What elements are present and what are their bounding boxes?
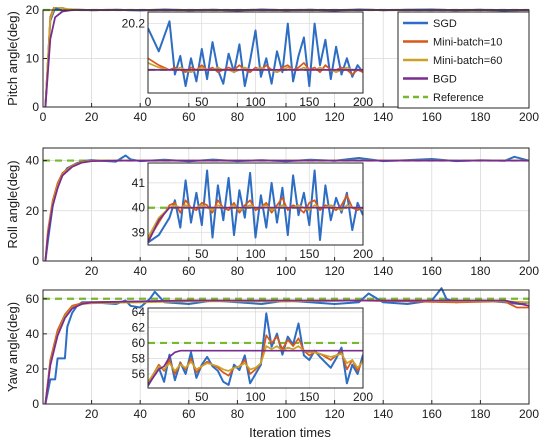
inset-series-mini-batch-60 [148,345,363,383]
inset-series-sgd [148,169,363,244]
y-axis-label: Roll angle(deg) [5,160,20,248]
x-tick-label: 140 [373,264,393,278]
y-tick-label: 10 [26,52,40,66]
x-tick-label: 20 [85,110,99,124]
inset-y-tick-label: 56 [132,367,146,381]
y-tick-label: 40 [26,154,40,168]
inset-x-tick-label: 50 [195,390,209,404]
x-tick-label: 80 [231,264,245,278]
x-tick-label: 40 [134,264,148,278]
inset-chart: 50 100 150 200 39 40 41 [132,162,373,261]
inset-x-tick-label: 0 [145,95,152,109]
legend-label: Mini-batch=10 [433,37,502,49]
inset-chart: 0 50 100 150 200 20.2 [122,11,373,109]
inset-x-tick-label: 100 [245,95,265,109]
inset-y-tick-label: 60 [132,336,146,350]
inset-y-tick-label: 39 [132,226,146,240]
x-tick-label: 60 [182,110,196,124]
inset-y-tick-label: 58 [132,351,146,365]
x-tick-label: 120 [325,264,345,278]
x-axis-label: Iteration times [249,425,331,440]
y-axis-label: Pitch angle(deg) [5,11,20,106]
y-tick-label: 0 [32,100,39,114]
y-tick-label: 0 [32,397,39,411]
legend-label: BGD [433,74,457,86]
x-tick-label: 20 [85,264,99,278]
inset-x-tick-label: 200 [353,390,373,404]
x-tick-label: 160 [422,110,442,124]
x-tick-label: 20 [85,407,99,421]
inset-series-group [148,312,363,387]
x-tick-label: 160 [422,407,442,421]
y-tick-label: 40 [26,327,40,341]
inset-series-bgd [148,349,363,386]
inset-x-tick-label: 150 [299,390,319,404]
inset-series-group [148,169,363,244]
legend: SGD Mini-batch=10 Mini-batch=60 BGD Referenc… [397,11,530,109]
x-tick-label: 140 [373,110,393,124]
x-tick-label: 60 [182,407,196,421]
inset-x-tick-label: 200 [353,95,373,109]
x-tick-label: 0 [40,110,47,124]
inset-y-tick-label: 20.2 [122,17,146,31]
legend-label: Reference [433,92,484,104]
legend-label: Mini-batch=60 [433,55,502,67]
legend-label: SGD [433,18,457,30]
y-tick-label: 20 [26,3,40,17]
x-tick-label: 100 [276,407,296,421]
y-tick-label: 60 [26,292,40,306]
y-axis-label: Yaw angle(deg) [5,302,20,392]
inset-x-tick-label: 50 [195,95,209,109]
x-tick-label: 180 [470,110,490,124]
inset-x-tick-label: 150 [299,95,319,109]
inset-y-tick-label: 62 [132,320,146,334]
series-line-bgd [44,299,529,404]
inset-y-tick-label: 40 [132,201,146,215]
inset-axes-box [147,307,364,389]
x-tick-label: 200 [519,264,539,278]
x-tick-label: 40 [134,110,148,124]
inset-x-tick-label: 100 [245,247,265,261]
y-tick-label: 0 [32,254,39,268]
inset-series-group [148,20,363,88]
x-tick-label: 80 [231,407,245,421]
x-tick-label: 100 [276,110,296,124]
y-tick-label: 20 [26,204,40,218]
x-tick-label: 40 [134,407,148,421]
x-tick-label: 160 [422,264,442,278]
y-tick-label: 20 [26,362,40,376]
x-tick-label: 120 [325,407,345,421]
x-tick-label: 120 [325,110,345,124]
inset-y-tick-label: 41 [132,176,146,190]
inset-axes-box [147,11,364,94]
inset-x-tick-label: 100 [245,390,265,404]
x-tick-label: 200 [519,407,539,421]
x-tick-label: 200 [519,110,539,124]
inset-y-tick-label: 64 [132,305,146,319]
x-tick-label: 60 [182,264,196,278]
inset-x-tick-label: 150 [299,247,319,261]
series-group [43,154,529,261]
inset-series-bgd [148,206,363,243]
x-tick-label: 180 [470,407,490,421]
x-tick-label: 80 [231,110,245,124]
x-tick-label: 100 [276,264,296,278]
x-tick-label: 140 [373,407,393,421]
series-line-bgd [44,159,529,261]
inset-axes-box [147,162,364,246]
inset-series-sgd [148,20,363,88]
inset-x-tick-label: 50 [195,247,209,261]
x-tick-label: 180 [470,264,490,278]
inset-x-tick-label: 200 [353,247,373,261]
